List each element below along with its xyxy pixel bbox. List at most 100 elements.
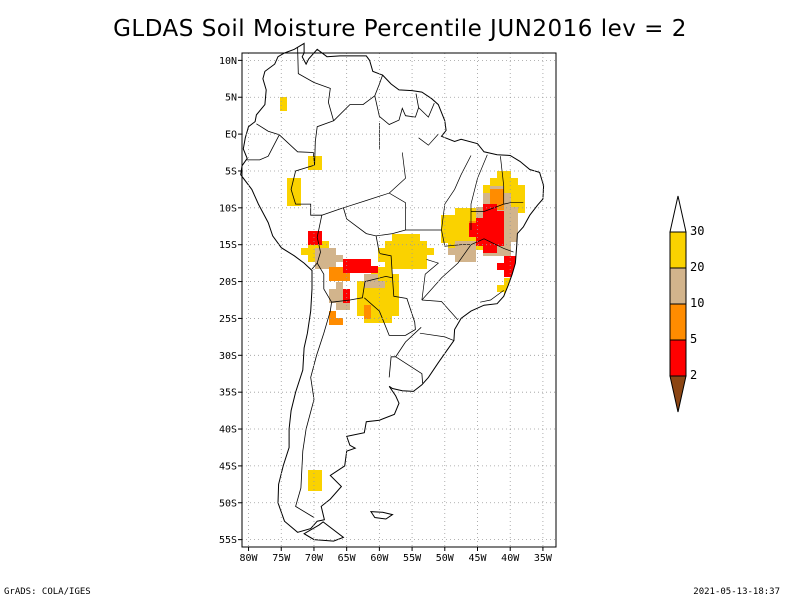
state-border <box>418 133 439 146</box>
anomaly-cell-c10_20 <box>364 274 378 281</box>
lon-tick-label: 65W <box>338 553 357 564</box>
country-borders <box>246 47 524 542</box>
anomaly-cell-c20_30 <box>287 178 301 185</box>
anomaly-cell-c20_30 <box>308 484 322 491</box>
country-border <box>333 74 383 122</box>
anomaly-cell-c5_10 <box>490 189 504 196</box>
legend-swatch-c20_30 <box>669 231 687 269</box>
legend-label: 10 <box>690 296 704 310</box>
lat-tick-label: 30S <box>219 351 237 362</box>
anomaly-cell-c20_30 <box>308 470 322 477</box>
map-title: GLDAS Soil Moisture Percentile JUN2016 l… <box>113 16 687 42</box>
legend-label: 2 <box>690 368 697 382</box>
legend-label: 5 <box>690 332 697 346</box>
anomaly-cell-c2_5 <box>469 223 476 230</box>
lat-tick-label: 5S <box>225 166 237 177</box>
state-border <box>376 229 442 237</box>
legend-label: 30 <box>690 224 704 238</box>
country-border <box>374 93 420 125</box>
country-border <box>388 356 396 378</box>
lat-tick-label: 45S <box>219 461 237 472</box>
latitude-ticks: 10N 5N EQ 5S 10S 15S 20S 25S 30S 35S 40S 45S 50S 55S <box>219 56 242 546</box>
anomaly-cell-c2_5 <box>497 263 518 270</box>
lon-tick-label: 60W <box>370 553 389 564</box>
country-border <box>246 134 280 161</box>
lat-tick-label: 10N <box>219 56 237 67</box>
anomaly-cell-c2_5 <box>308 231 322 238</box>
anomaly-cell-c2_5 <box>343 259 371 266</box>
anomaly-cell-c5_10 <box>329 311 336 318</box>
anomaly-cell-c20_30 <box>287 192 301 199</box>
anomaly-cell-c20_30 <box>441 236 504 243</box>
anomaly-cell-c10_20 <box>448 248 476 255</box>
lon-tick-label: 70W <box>305 553 324 564</box>
anomaly-cell-c20_30 <box>287 199 301 206</box>
state-border <box>480 290 504 303</box>
country-border <box>279 134 315 166</box>
anomaly-cell-c20_30 <box>280 97 287 104</box>
anomaly-cell-c10_20 <box>336 303 350 310</box>
anomaly-cell-c2_5 <box>308 238 322 245</box>
state-border <box>421 299 459 321</box>
state-border <box>388 152 406 194</box>
anomaly-cell-c2_5 <box>469 230 476 237</box>
lon-tick-label: 55W <box>403 553 422 564</box>
anomaly-cell-c20_30 <box>280 104 287 111</box>
anomaly-cell-c20_30 <box>371 267 392 274</box>
country-border <box>297 47 335 166</box>
anomaly-cell-c20_30 <box>441 215 497 222</box>
anomaly-cell-c10_20 <box>315 255 343 262</box>
anomaly-cell-c2_5 <box>343 296 350 303</box>
anomaly-cell-c10_20 <box>329 296 350 303</box>
anomaly-cell-c20_30 <box>490 178 518 185</box>
anomaly-cell-c20_30 <box>364 316 392 323</box>
legend-swatch-c5_10 <box>669 303 687 341</box>
footer-timestamp: 2021-05-13-18:37 <box>693 587 780 597</box>
country-border <box>364 277 416 336</box>
anomaly-cell-c20_30 <box>378 255 427 262</box>
anomaly-cell-c5_10 <box>490 196 504 203</box>
anomaly-cell-c2_5 <box>483 246 497 253</box>
anomaly-cell-c5_10 <box>364 305 371 312</box>
lat-tick-label: 55S <box>219 535 237 546</box>
falkland-islands-outline <box>369 511 394 520</box>
anomaly-cell-c2_5 <box>476 225 504 232</box>
longitude-ticks: 80W 75W 70W 65W 60W 55W 50W 45W 40W 35W <box>240 547 553 564</box>
state-border <box>421 259 440 301</box>
state-border <box>441 155 472 231</box>
anomaly-cell-c20_30 <box>392 234 420 241</box>
anomaly-cell-c5_10 <box>329 318 343 325</box>
state-border <box>421 238 514 301</box>
country-border <box>290 164 323 270</box>
anomaly-cell-c20_30 <box>357 295 399 302</box>
lon-tick-label: 35W <box>534 553 553 564</box>
anomaly-cell-c20_30 <box>497 171 511 178</box>
lon-tick-label: 80W <box>240 553 259 564</box>
lat-tick-label: EQ <box>225 130 237 141</box>
anomaly-cell-c5_10 <box>329 274 350 281</box>
country-border <box>295 262 333 518</box>
legend-swatch-above30 <box>669 195 687 233</box>
anomaly-cell-c20_30 <box>357 288 399 295</box>
anomaly-cell-c20_30 <box>287 185 301 192</box>
lat-tick-label: 20S <box>219 277 237 288</box>
anomaly-cell-c10_20 <box>364 281 385 288</box>
anomaly-cell-c20_30 <box>385 262 427 269</box>
anomaly-cell-c10_20 <box>315 248 336 255</box>
continent-outline <box>240 42 545 533</box>
lat-tick-label: 5N <box>225 93 237 104</box>
footer-software: GrADS: COLA/IGES <box>4 587 91 597</box>
state-border <box>470 154 488 230</box>
anomaly-cell-c2_5 <box>476 232 504 239</box>
anomaly-cell-c20_30 <box>378 248 434 255</box>
lat-tick-label: 50S <box>219 498 237 509</box>
anomaly-cell-c20_30 <box>357 309 399 316</box>
legend-swatch-below2 <box>669 375 687 413</box>
anomaly-cell-c2_5 <box>483 211 504 218</box>
grid-lines <box>242 53 556 547</box>
anomaly-cell-c10_20 <box>315 262 336 269</box>
anomaly-cell-c10_20 <box>329 289 350 296</box>
country-border <box>418 102 435 118</box>
anomaly-cell-c20_30 <box>308 477 322 484</box>
